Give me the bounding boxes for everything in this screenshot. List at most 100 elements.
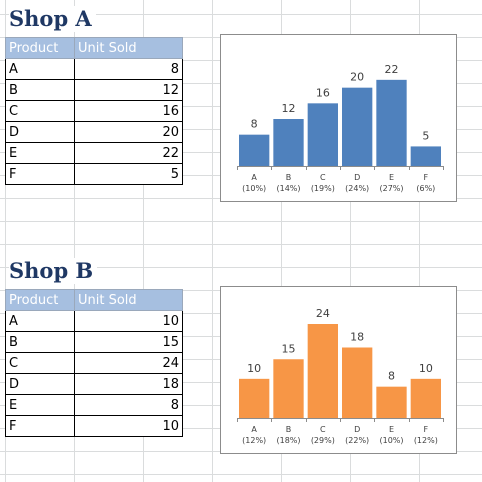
data-label: 16: [316, 86, 330, 99]
table-row: B 12: [5, 79, 183, 101]
x-tick-label: E: [389, 425, 394, 434]
data-label: 10: [419, 362, 433, 375]
table-cell-units[interactable]: 16: [74, 100, 183, 122]
percent-tick-label: (6%): [416, 184, 435, 193]
percent-tick-label: (14%): [276, 184, 300, 193]
table-cell-units[interactable]: 10: [74, 310, 183, 332]
table-cell-product[interactable]: A: [5, 310, 75, 332]
bar: [376, 79, 407, 166]
table-cell-units[interactable]: 22: [74, 142, 183, 164]
table-row: C 24: [5, 352, 183, 374]
bar: [307, 324, 338, 418]
percent-tick-label: (12%): [414, 436, 438, 445]
table-row: E 8: [5, 394, 183, 416]
percent-tick-label: (10%): [242, 184, 266, 193]
percent-tick-label: (10%): [379, 436, 403, 445]
x-tick-label: C: [320, 173, 326, 182]
data-label: 10: [247, 362, 261, 375]
table-cell-units[interactable]: 5: [74, 163, 183, 185]
table-cell-units[interactable]: 15: [74, 331, 183, 353]
bar: [273, 359, 304, 418]
table-cell-units[interactable]: 8: [74, 394, 183, 416]
bar: [376, 386, 407, 418]
x-tick-label: E: [389, 173, 394, 182]
table-cell-units[interactable]: 12: [74, 79, 183, 101]
table-cell-product[interactable]: C: [5, 352, 75, 374]
percent-tick-label: (22%): [345, 436, 369, 445]
percent-tick-label: (27%): [379, 184, 403, 193]
table-row: D 18: [5, 373, 183, 395]
data-label: 12: [282, 102, 296, 115]
table-cell-units[interactable]: 18: [74, 373, 183, 395]
table-cell-product[interactable]: E: [5, 394, 75, 416]
shop-title: Shop A: [9, 6, 96, 32]
x-tick-label: F: [424, 425, 429, 434]
sales-table: Product Unit Sold A 8 B 12 C 16 D 20 E 2…: [5, 37, 183, 185]
bar: [273, 119, 304, 166]
data-label: 15: [282, 342, 296, 355]
x-tick-label: B: [286, 173, 292, 182]
x-tick-label: D: [354, 173, 360, 182]
table-row: E 22: [5, 142, 183, 164]
table-row: A 10: [5, 310, 183, 332]
table-cell-product[interactable]: B: [5, 79, 75, 101]
percent-tick-label: (24%): [345, 184, 369, 193]
table-header-unit-sold[interactable]: Unit Sold: [74, 289, 183, 311]
table-cell-product[interactable]: C: [5, 100, 75, 122]
x-tick-label: A: [251, 173, 257, 182]
bar-chart-svg: 10 A (12%) 15 B (18%) 24 C (29%) 18 D (22%) 8 E (10%) 1…: [237, 307, 444, 445]
data-label: 24: [316, 307, 330, 320]
table-header-unit-sold[interactable]: Unit Sold: [74, 37, 183, 59]
table-row: B 15: [5, 331, 183, 353]
table-row: F 5: [5, 163, 183, 185]
shop-a-block: Shop A Product Unit Sold A 8 B 12 C 16 D…: [0, 0, 482, 230]
data-label: 20: [350, 71, 364, 84]
table-cell-product[interactable]: F: [5, 415, 75, 437]
data-label: 8: [388, 370, 395, 383]
bar-chart[interactable]: 8 A (10%) 12 B (14%) 16 C (19%) 20 D (24%) 22 E (27%) 5…: [220, 34, 457, 202]
table-cell-units[interactable]: 8: [74, 58, 183, 80]
x-tick-label: D: [354, 425, 360, 434]
table-cell-product[interactable]: B: [5, 331, 75, 353]
x-tick-label: F: [424, 173, 429, 182]
x-tick-label: A: [251, 425, 257, 434]
table-cell-units[interactable]: 24: [74, 352, 183, 374]
table-row: F 10: [5, 415, 183, 437]
bar: [342, 347, 373, 418]
table-cell-units[interactable]: 20: [74, 121, 183, 143]
shop-b-block: Shop B Product Unit Sold A 10 B 15 C 24 …: [0, 252, 482, 482]
table-cell-product[interactable]: D: [5, 373, 75, 395]
data-label: 22: [385, 63, 399, 76]
bar: [410, 378, 441, 418]
percent-tick-label: (18%): [276, 436, 300, 445]
bar-chart-svg: 8 A (10%) 12 B (14%) 16 C (19%) 20 D (24%) 22 E (27%) 5…: [237, 63, 444, 193]
table-header-row: Product Unit Sold: [5, 37, 183, 59]
bar: [239, 134, 270, 166]
percent-tick-label: (29%): [311, 436, 335, 445]
table-header-product[interactable]: Product: [5, 37, 75, 59]
table-header-product[interactable]: Product: [5, 289, 75, 311]
table-cell-product[interactable]: A: [5, 58, 75, 80]
bar: [307, 103, 338, 166]
table-cell-units[interactable]: 10: [74, 415, 183, 437]
data-label: 8: [251, 118, 258, 131]
bar-chart[interactable]: 10 A (12%) 15 B (18%) 24 C (29%) 18 D (22%) 8 E (10%) 1…: [220, 286, 457, 454]
data-label: 5: [422, 129, 429, 142]
table-row: D 20: [5, 121, 183, 143]
shop-title: Shop B: [9, 258, 98, 284]
percent-tick-label: (12%): [242, 436, 266, 445]
percent-tick-label: (19%): [311, 184, 335, 193]
table-cell-product[interactable]: F: [5, 163, 75, 185]
table-row: A 8: [5, 58, 183, 80]
bar: [410, 146, 441, 166]
table-cell-product[interactable]: E: [5, 142, 75, 164]
table-cell-product[interactable]: D: [5, 121, 75, 143]
table-header-row: Product Unit Sold: [5, 289, 183, 311]
x-tick-label: B: [286, 425, 292, 434]
data-label: 18: [350, 331, 364, 344]
table-row: C 16: [5, 100, 183, 122]
sales-table: Product Unit Sold A 10 B 15 C 24 D 18 E …: [5, 289, 183, 437]
bar: [239, 378, 270, 418]
x-tick-label: C: [320, 425, 326, 434]
bar: [342, 87, 373, 166]
